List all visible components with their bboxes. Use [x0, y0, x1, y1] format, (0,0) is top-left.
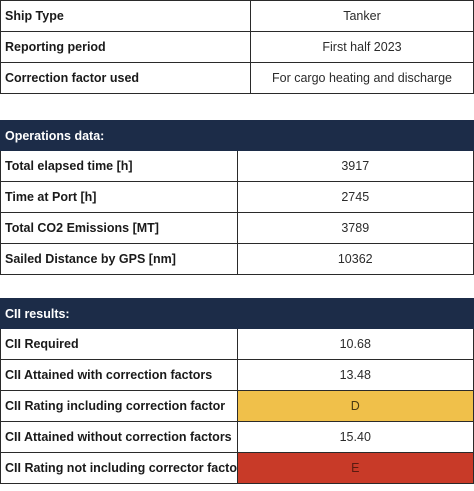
- cii-rating-without-badge: E: [236, 452, 474, 484]
- reporting-period-label: Reporting period: [0, 31, 251, 63]
- cii-rating-with-label: CII Rating including correction factor: [0, 390, 238, 422]
- correction-factor-label: Correction factor used: [0, 62, 251, 94]
- table-row: CII Required 10.68: [0, 328, 474, 360]
- cii-attained-without-value: 15.40: [236, 421, 474, 453]
- operations-header: Operations data:: [0, 120, 474, 151]
- cii-results-table: CII results: CII Required 10.68 CII Atta…: [0, 298, 474, 484]
- cii-results-header: CII results:: [0, 298, 474, 329]
- table-row: Sailed Distance by GPS [nm] 10362: [0, 243, 474, 275]
- operations-table: Operations data: Total elapsed time [h] …: [0, 120, 474, 275]
- elapsed-time-value: 3917: [236, 150, 474, 182]
- table-row: Correction factor used For cargo heating…: [0, 62, 474, 94]
- cii-attained-without-label: CII Attained without correction factors: [0, 421, 238, 453]
- table-row: CII Rating not including corrector facto…: [0, 452, 474, 484]
- time-at-port-value: 2745: [236, 181, 474, 213]
- table-row: CII Attained with correction factors 13.…: [0, 359, 474, 391]
- cii-attained-with-value: 13.48: [236, 359, 474, 391]
- table-row: CII Attained without correction factors …: [0, 421, 474, 453]
- ship-type-value: Tanker: [250, 0, 474, 32]
- cii-required-label: CII Required: [0, 328, 238, 360]
- elapsed-time-label: Total elapsed time [h]: [0, 150, 238, 182]
- cii-rating-without-label: CII Rating not including corrector facto…: [0, 452, 238, 484]
- cii-rating-with-badge: D: [236, 390, 474, 422]
- sailed-distance-value: 10362: [236, 243, 474, 275]
- co2-emissions-label: Total CO2 Emissions [MT]: [0, 212, 238, 244]
- sailed-distance-label: Sailed Distance by GPS [nm]: [0, 243, 238, 275]
- correction-factor-value: For cargo heating and discharge: [250, 62, 474, 94]
- table-row: Ship Type Tanker: [0, 0, 474, 32]
- cii-required-value: 10.68: [236, 328, 474, 360]
- ship-info-table: Ship Type Tanker Reporting period First …: [0, 0, 474, 94]
- section-header-row: Operations data:: [0, 120, 474, 151]
- table-row: CII Rating including correction factor D: [0, 390, 474, 422]
- table-row: Reporting period First half 2023: [0, 31, 474, 63]
- table-row: Time at Port [h] 2745: [0, 181, 474, 213]
- table-row: Total CO2 Emissions [MT] 3789: [0, 212, 474, 244]
- reporting-period-value: First half 2023: [250, 31, 474, 63]
- section-header-row: CII results:: [0, 298, 474, 329]
- ship-type-label: Ship Type: [0, 0, 251, 32]
- cii-attained-with-label: CII Attained with correction factors: [0, 359, 238, 391]
- time-at-port-label: Time at Port [h]: [0, 181, 238, 213]
- table-row: Total elapsed time [h] 3917: [0, 150, 474, 182]
- co2-emissions-value: 3789: [236, 212, 474, 244]
